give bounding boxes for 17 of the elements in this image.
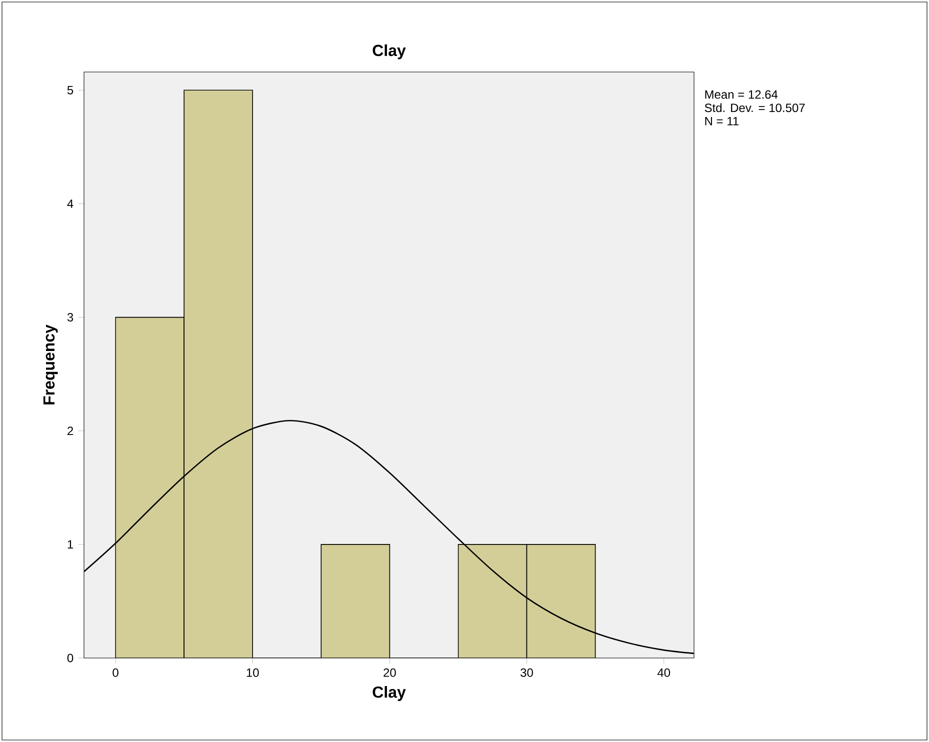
y-tick-label: 5 [67,86,74,94]
text: Std. Dev. = 10.507 [704,103,805,112]
text: Mean = 12.64 [705,90,778,99]
y-tick-label: 1 [68,540,74,549]
x-tick-label: 40 [657,668,670,677]
y-axis-title: Frequency [43,324,58,404]
chart-title: Clay [372,44,406,60]
x-tick-label: 0 [112,668,118,677]
x-tick-label: 10 [246,668,259,677]
x-tick-label: 30 [520,668,533,677]
y-tick-label: 4 [67,200,74,208]
y-tick-label: 3 [67,313,74,322]
y-tick-label: 2 [68,426,73,436]
x-axis-title: Clay [372,686,406,701]
y-tick-label: 0 [67,654,74,662]
x-tick-label: 20 [384,668,396,677]
text: N = 11 [705,117,738,126]
